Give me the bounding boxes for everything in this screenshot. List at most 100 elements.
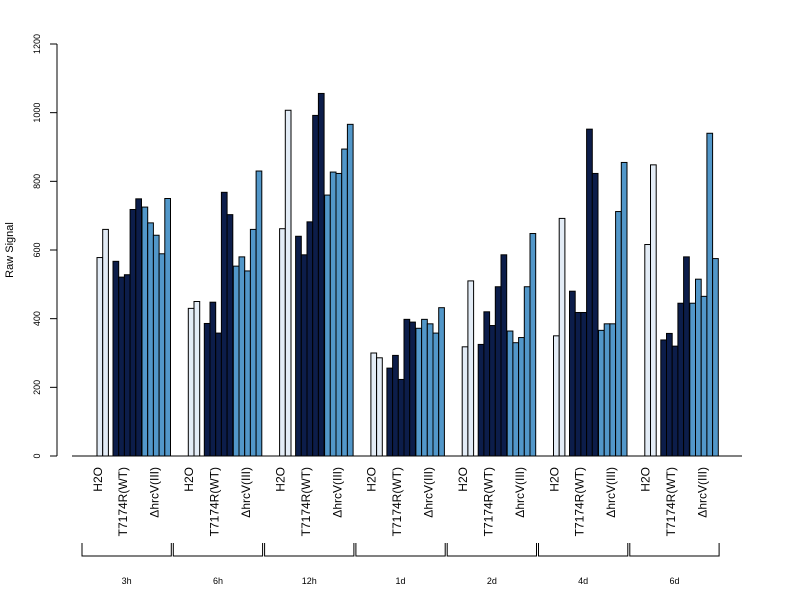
- x-tick-label-t7174r-wt: T7174R(WT): [664, 467, 678, 536]
- bar-6h-h2o-1: [187, 307, 195, 457]
- bar-1d-t7174r-wt-3: [397, 378, 405, 457]
- x-tick-label-hrcv-iii: ΔhrcV(III): [513, 467, 527, 518]
- y-tick-label: 400: [32, 311, 42, 326]
- bar-12h-h2o-2: [284, 109, 292, 457]
- bar-3h-hrcv-iii-4: [158, 253, 166, 457]
- bar-6d-t7174r-wt-1: [660, 339, 667, 457]
- bar-4d-t7174r-wt-4: [586, 128, 593, 457]
- y-tick-label: 0: [32, 453, 42, 458]
- x-tick-label-t7174r-wt: T7174R(WT): [481, 467, 495, 536]
- x-tick-label-h2o: H2O: [639, 467, 653, 492]
- bar-6d-h2o-1: [644, 244, 651, 457]
- bar-3h-hrcv-iii-2: [147, 222, 154, 457]
- bar-1d-hrcv-iii-4: [432, 332, 440, 457]
- group-bracket-6h: [172, 543, 264, 557]
- group-label-3h: 3h: [122, 576, 132, 586]
- x-tick-label-t7174r-wt: T7174R(WT): [207, 467, 221, 536]
- x-tick-label-t7174r-wt: T7174R(WT): [390, 467, 404, 536]
- bar-12h-hrcv-iii-5: [346, 123, 354, 457]
- x-tick-label-h2o: H2O: [273, 467, 287, 492]
- bar-12h-t7174r-wt-3: [306, 221, 314, 457]
- y-axis-title: Raw Signal: [4, 222, 16, 278]
- bar-2d-hrcv-iii-2: [512, 342, 520, 457]
- bar-12h-t7174r-wt-5: [317, 92, 325, 457]
- x-tick-label-hrcv-iii: ΔhrcV(III): [148, 467, 162, 518]
- bar-1d-h2o-2: [376, 357, 383, 457]
- bar-3h-hrcv-iii-1: [141, 206, 149, 457]
- bars: [96, 92, 719, 457]
- bar-6d-t7174r-wt-3: [671, 345, 679, 457]
- bar-2d-h2o-1: [461, 346, 469, 457]
- group-bracket-12h: [264, 543, 355, 557]
- group-brackets: 3h 6h 12h 1d 2d 4d 6d: [81, 543, 720, 586]
- y-tick-label: 800: [32, 174, 42, 189]
- bar-2d-hrcv-iii-4: [523, 286, 531, 457]
- bar-3h-h2o-1: [96, 257, 104, 457]
- bar-4d-t7174r-wt-3: [580, 311, 588, 457]
- bar-1d-t7174r-wt-5: [409, 321, 416, 457]
- bar-6d-hrcv-iii-1: [689, 302, 696, 457]
- bar-6d-t7174r-wt-2: [666, 332, 673, 457]
- bar-4d-t7174r-wt-5: [591, 172, 599, 457]
- x-axis: H2O T7174R(WT) ΔhrcV(III) H2O T7174R(WT) Δhrc…: [72, 455, 742, 536]
- bar-12h-hrcv-iii-3: [335, 172, 343, 457]
- x-tick-label-h2o: H2O: [547, 467, 561, 492]
- bar-2d-h2o-2: [467, 280, 475, 457]
- bar-6h-hrcv-iii-1: [232, 265, 240, 457]
- group-label-12h: 12h: [302, 576, 317, 586]
- bar-2d-hrcv-iii-5: [529, 233, 537, 457]
- bar-12h-h2o-1: [279, 228, 286, 457]
- bar-12h-t7174r-wt-1: [295, 235, 302, 457]
- bar-4d-hrcv-iii-4: [615, 211, 622, 457]
- bar-4d-h2o-1: [553, 335, 560, 457]
- bar-6d-hrcv-iii-3: [700, 295, 708, 457]
- bar-3h-t7174r-wt-3: [123, 274, 131, 457]
- group-label-6d: 6d: [669, 576, 679, 586]
- x-tick-label-h2o: H2O: [182, 467, 196, 492]
- y-tick-label: 600: [32, 242, 42, 257]
- y-tick-label: 200: [32, 380, 42, 395]
- bar-3h-hrcv-iii-5: [164, 198, 172, 457]
- bar-6h-t7174r-wt-3: [215, 332, 222, 457]
- x-tick-label-hrcv-iii: ΔhrcV(III): [330, 467, 344, 518]
- bar-6h-hrcv-iii-4: [249, 228, 257, 457]
- bar-12h-hrcv-iii-1: [324, 194, 331, 457]
- group-bracket-6d: [629, 543, 720, 557]
- bar-6d-t7174r-wt-5: [683, 256, 690, 457]
- group-label-2d: 2d: [487, 576, 497, 586]
- x-tick-label-h2o: H2O: [456, 467, 470, 492]
- bar-4d-hrcv-iii-1: [598, 329, 605, 457]
- bar-4d-hrcv-iii-2: [603, 323, 611, 457]
- x-tick-label-hrcv-iii: ΔhrcV(III): [604, 467, 618, 518]
- bar-6h-h2o-2: [193, 301, 201, 457]
- bar-12h-hrcv-iii-4: [341, 148, 348, 457]
- bar-4d-hrcv-iii-3: [609, 323, 617, 457]
- group-bracket-3h: [81, 543, 172, 557]
- bar-12h-hrcv-iii-2: [329, 171, 337, 457]
- x-tick-label-hrcv-iii: ΔhrcV(III): [695, 467, 709, 518]
- bar-6d-hrcv-iii-4: [706, 132, 714, 457]
- bar-1d-t7174r-wt-4: [403, 318, 411, 457]
- bar-6d-hrcv-iii-2: [695, 278, 702, 457]
- group-label-6h: 6h: [213, 576, 223, 586]
- bar-3h-h2o-2: [102, 228, 109, 457]
- bar-2d-t7174r-wt-3: [489, 325, 496, 457]
- bar-1d-t7174r-wt-1: [386, 367, 394, 457]
- bar-2d-t7174r-wt-4: [494, 286, 502, 457]
- y-tick-label: 1200: [32, 34, 42, 54]
- bar-3h-t7174r-wt-1: [112, 260, 120, 457]
- group-bracket-1d: [355, 543, 446, 557]
- bar-1d-hrcv-iii-2: [421, 318, 428, 457]
- bar-3h-hrcv-iii-3: [152, 234, 160, 457]
- bar-6h-t7174r-wt-5: [226, 214, 234, 457]
- group-label-4d: 4d: [578, 576, 588, 586]
- bar-4d-t7174r-wt-2: [574, 311, 582, 457]
- group-bracket-4d: [538, 543, 629, 557]
- bar-2d-t7174r-wt-2: [483, 311, 491, 457]
- group-bracket-2d: [446, 543, 537, 557]
- bar-6d-t7174r-wt-4: [677, 302, 685, 457]
- bar-6h-hrcv-iii-2: [238, 256, 246, 457]
- x-tick-label-t7174r-wt: T7174R(WT): [116, 467, 130, 536]
